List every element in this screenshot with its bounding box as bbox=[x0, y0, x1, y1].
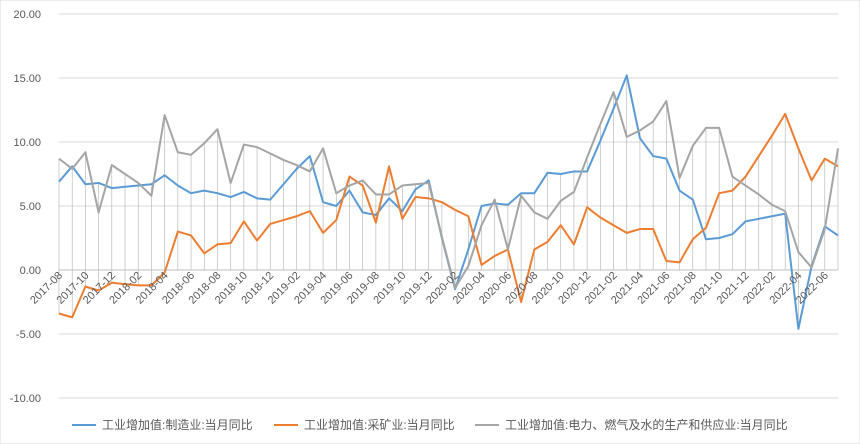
y-axis-ticks: 20.00 15.00 10.00 5.00 0.00 -5.00 -10.00 bbox=[10, 9, 41, 405]
series-line-2 bbox=[58, 112, 839, 319]
y-tick-label: -10.00 bbox=[10, 393, 41, 405]
legend-label: 工业增加值:制造业:当月同比 bbox=[102, 417, 253, 432]
legend-label: 工业增加值:采矿业:当月同比 bbox=[304, 417, 455, 432]
legend-item: 工业增加值:制造业:当月同比 bbox=[72, 417, 253, 432]
legend: 工业增加值:制造业:当月同比 工业增加值:采矿业:当月同比 工业增加值:电力、燃气及… bbox=[72, 417, 788, 432]
drop-lines bbox=[58, 75, 839, 329]
series-line-3 bbox=[58, 91, 839, 289]
y-tick-label: 0.00 bbox=[20, 265, 41, 277]
legend-label: 工业增加值:电力、燃气及水的生产和供应业:当月同比 bbox=[505, 417, 788, 432]
y-tick-label: -5.00 bbox=[16, 329, 41, 341]
series-lines bbox=[58, 74, 839, 330]
y-tick-label: 20.00 bbox=[13, 9, 41, 21]
legend-item: 工业增加值:电力、燃气及水的生产和供应业:当月同比 bbox=[475, 417, 788, 432]
y-tick-label: 15.00 bbox=[13, 73, 41, 85]
y-tick-label: 10.00 bbox=[13, 137, 41, 149]
y-tick-label: 5.00 bbox=[20, 201, 41, 213]
legend-item: 工业增加值:采矿业:当月同比 bbox=[274, 417, 455, 432]
